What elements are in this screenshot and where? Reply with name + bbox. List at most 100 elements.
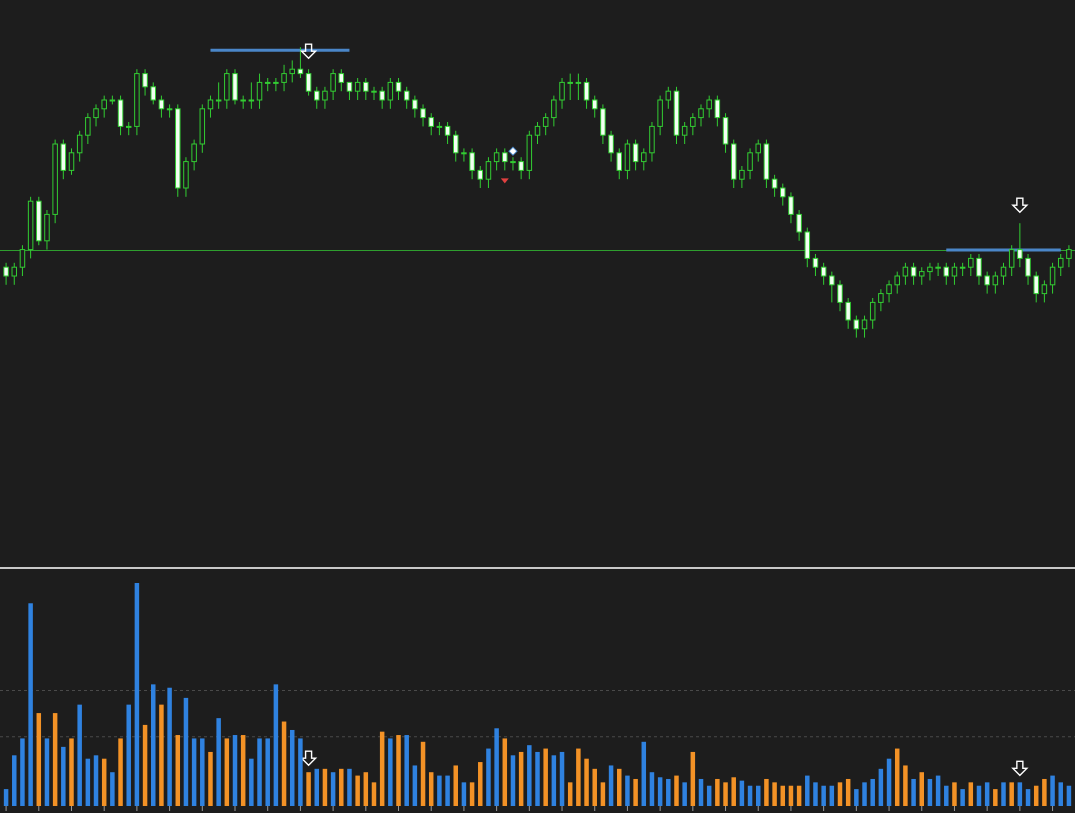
candle-body-bear xyxy=(36,200,42,242)
candle xyxy=(175,104,181,197)
candle-body-bull xyxy=(493,152,500,163)
volume-bar-down xyxy=(919,772,925,806)
candle xyxy=(927,262,933,281)
volume-bar-up xyxy=(747,785,753,806)
candle-body-bull xyxy=(11,266,18,277)
candle xyxy=(804,227,811,268)
volume-bar-up xyxy=(445,775,450,806)
volume-bar-up xyxy=(1058,782,1063,806)
candle xyxy=(1017,223,1023,268)
volume-bar-down xyxy=(731,777,736,806)
volume-bar-down xyxy=(968,782,974,806)
candle-body-bull xyxy=(968,257,974,268)
volume-bar-up xyxy=(126,704,131,806)
candle xyxy=(624,139,631,180)
volume-bar-up xyxy=(150,684,156,806)
volume-bar-down xyxy=(36,713,42,806)
candle-body-bear xyxy=(117,99,124,127)
candle xyxy=(305,69,312,96)
volume-bar-up xyxy=(412,765,418,806)
candle xyxy=(534,122,541,144)
candle-body-bull xyxy=(641,152,647,163)
candle-body-bull xyxy=(76,134,83,154)
candle xyxy=(11,262,18,285)
volume-bar-down xyxy=(469,782,475,806)
candle xyxy=(166,104,173,118)
candle xyxy=(567,73,573,100)
price-panel xyxy=(0,43,1075,338)
volume-bar-down xyxy=(690,751,696,806)
volume-bar-down xyxy=(322,768,328,806)
volume-bar-down xyxy=(764,778,769,806)
candle-body-bear xyxy=(812,257,819,268)
candle xyxy=(641,148,647,171)
candle xyxy=(739,166,745,188)
candle xyxy=(518,157,524,180)
volume-bar-up xyxy=(510,755,516,806)
candle xyxy=(976,254,982,285)
candle xyxy=(224,69,230,109)
volume-bar-down xyxy=(543,748,548,806)
candle-body-bull xyxy=(85,117,91,136)
candle xyxy=(469,148,475,180)
candle-body-bull xyxy=(1000,266,1007,277)
volume-bar-up xyxy=(829,785,835,806)
volume-bar-down xyxy=(339,768,344,806)
candle xyxy=(125,122,132,136)
candle xyxy=(812,254,819,276)
candle xyxy=(1066,245,1072,268)
volume-bar-down xyxy=(592,768,597,806)
volume-bar-up xyxy=(1017,782,1023,806)
volume-bar-up xyxy=(682,782,687,806)
candle xyxy=(984,271,990,294)
candle xyxy=(493,148,500,171)
candle xyxy=(85,113,91,144)
candle-body-bull xyxy=(1041,284,1048,295)
volume-bar-down xyxy=(894,748,900,806)
candle-body-bear xyxy=(1017,249,1023,259)
volume-bar-up xyxy=(813,782,818,806)
candle xyxy=(788,192,794,224)
volume-bar-up xyxy=(28,603,33,806)
candle-body-bear xyxy=(150,86,156,101)
volume-bar-up xyxy=(44,738,50,806)
volume-bar-down xyxy=(224,738,230,806)
candle-body-bear xyxy=(591,99,598,110)
candle xyxy=(207,95,214,118)
volume-bar-down xyxy=(118,738,123,806)
candle xyxy=(763,139,770,188)
down-arrow-icon xyxy=(299,43,318,60)
volume-bar-up xyxy=(805,775,810,806)
candle xyxy=(583,78,590,109)
candle xyxy=(199,104,206,153)
candle-body-bull xyxy=(542,117,549,127)
candle xyxy=(992,271,999,294)
candle-body-bull xyxy=(52,143,58,215)
candle xyxy=(264,78,271,92)
volume-bar-up xyxy=(1066,785,1072,806)
candle-body-bull xyxy=(1008,249,1015,268)
candle-body-bull xyxy=(199,108,206,145)
candle xyxy=(76,130,83,162)
volume-bar-up xyxy=(134,583,140,806)
candle xyxy=(240,95,246,109)
red-triangle-icon xyxy=(500,178,509,184)
volume-bar-up xyxy=(1001,782,1006,806)
volume-bar-down xyxy=(355,775,360,806)
candle xyxy=(780,183,786,206)
candle-body-bear xyxy=(1025,257,1031,277)
candle-body-bull xyxy=(256,81,263,101)
candle-body-bear xyxy=(788,196,794,215)
candle xyxy=(150,82,156,105)
candle-body-bear xyxy=(469,152,475,171)
volume-bar-down xyxy=(715,778,720,806)
candle xyxy=(559,78,565,109)
volume-bar-up xyxy=(666,778,671,806)
candle xyxy=(338,69,345,92)
volume-bar-up xyxy=(437,775,442,806)
candle-body-bear xyxy=(175,108,181,189)
volume-bar-down xyxy=(101,758,107,806)
candle-body-bull xyxy=(322,90,328,101)
candle-body-bull xyxy=(690,117,696,127)
volume-bar-up xyxy=(935,775,941,806)
